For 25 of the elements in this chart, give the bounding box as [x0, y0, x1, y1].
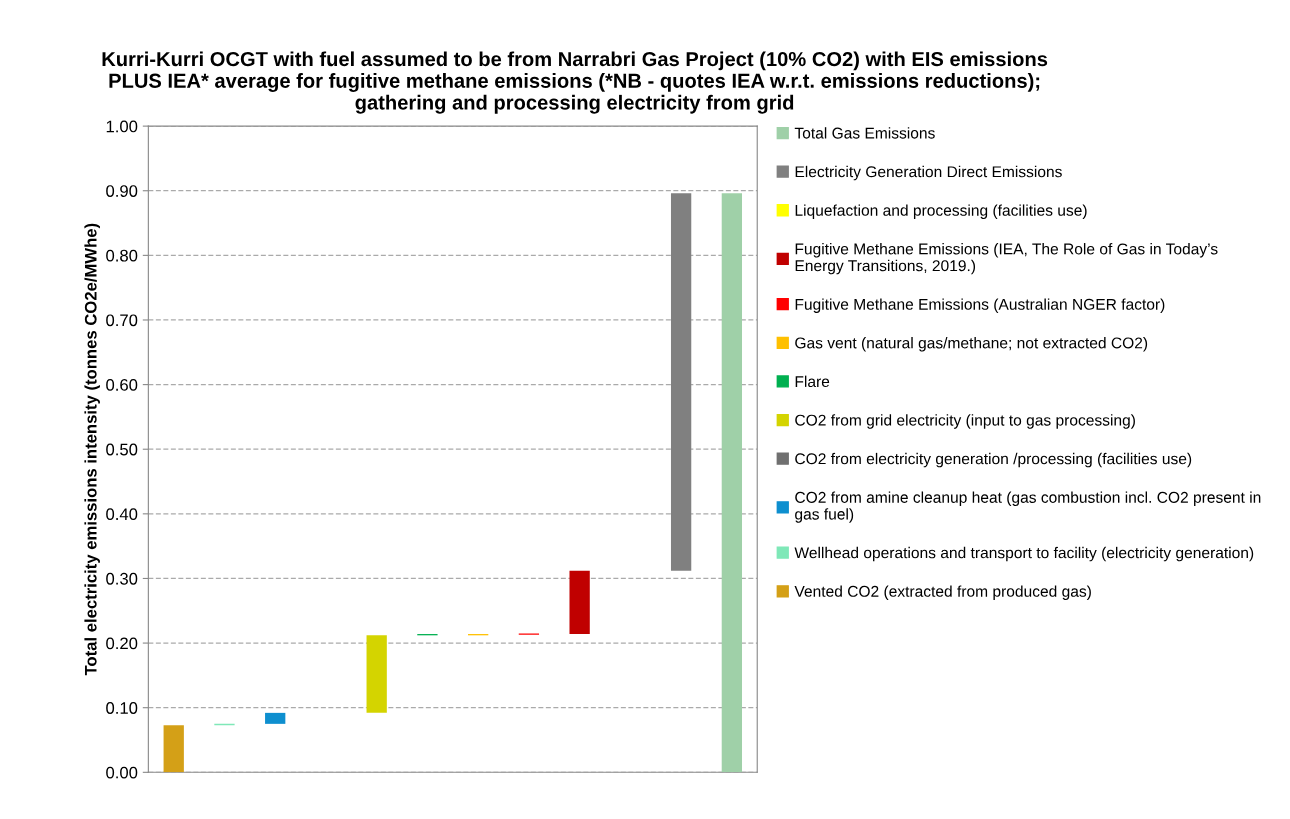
legend-label: Gas vent (natural gas/methane; not extracted CO2): [795, 337, 1148, 352]
legend-label: Vented CO2 (extracted from produced gas): [794, 585, 1091, 600]
y-tick-label: 0.50: [106, 443, 138, 456]
y-tick-label: 0.10: [106, 702, 138, 714]
y-axis-title: Total electricity emissions intensity (tonnes CO2e/MWhe): [84, 223, 100, 676]
y-tick-label: 1.00: [106, 120, 138, 133]
legend-label: CO2 from electricity generation /processing (facilities use): [795, 452, 1192, 468]
chart-title: Kurri-Kurri OCGT with fuel assumed to be from Narrabri Gas Project (10% CO2) with EIS emissions PLUS IEA* average for fugitive methane emissions (*NB - quotes IEA w.r.t. emissions reductions); gathering and processing electricity from grid: [102, 51, 1048, 114]
y-tick-label: 0.40: [106, 508, 138, 521]
y-tick-label: 0.60: [106, 379, 138, 391]
legend-label: Total Gas Emissions: [794, 127, 935, 139]
y-tick-label: 0.80: [106, 249, 138, 262]
legend-label: Electricity Generation Direct Emissions: [795, 165, 1062, 181]
legend-label: Flare: [795, 375, 830, 388]
legend-label: Wellhead operations and transport to facility (electricity generation): [794, 546, 1254, 562]
legend-label: CO2 from grid electricity (input to gas processing): [795, 414, 1135, 429]
legend-label: Fugitive Methane Emissions (IEA, The Role of Gas in Today’s Energy Transitions, 2019.): [795, 243, 1218, 275]
y-tick-label: 0.70: [106, 314, 138, 327]
y-tick-label: 0.90: [106, 185, 138, 197]
y-tick-label: 0.00: [106, 766, 138, 779]
legend-label: Fugitive Methane Emissions (Australian NGER factor): [795, 298, 1165, 313]
y-tick-label: 0.20: [106, 637, 138, 650]
legend-label: Liquefaction and processing (facilities use): [795, 204, 1087, 219]
legend-label: CO2 from amine cleanup heat (gas combustion incl. CO2 present in gas fuel): [795, 491, 1261, 523]
y-tick-label: 0.30: [106, 572, 138, 585]
